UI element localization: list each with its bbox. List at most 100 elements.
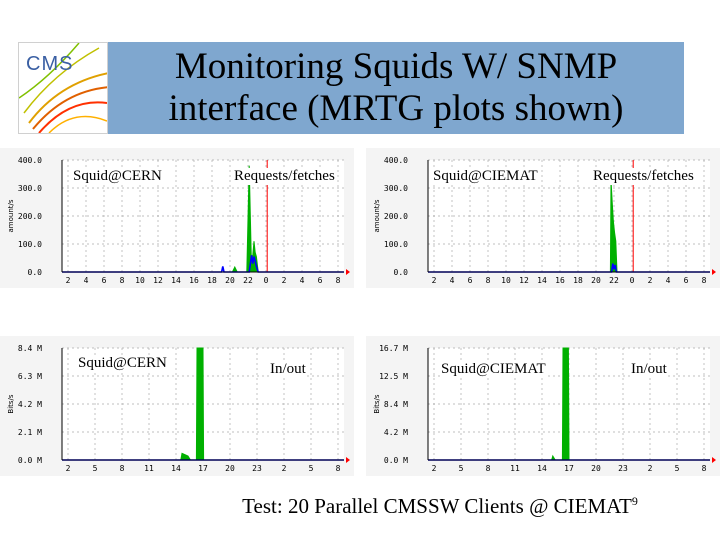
x-tick-label: 23 — [618, 464, 628, 473]
x-tick-label: 5 — [675, 464, 680, 473]
caption-ciemat-inout-left: Squid@CIEMAT — [441, 361, 546, 378]
x-tick-label: 2 — [432, 276, 437, 285]
x-tick-label: 17 — [198, 464, 208, 473]
x-tick-label: 8 — [486, 464, 491, 473]
x-tick-label: 8 — [336, 276, 341, 285]
y-tick-label: 2.1 M — [18, 428, 42, 437]
mrtg-plot-cern-inout: 2 5 8 11 14 17 20 23 2 5 8 0.0 M 2.1 M 4.2 M 6.3 M 8.4 … — [0, 336, 354, 476]
caption-ciemat-requests-right: Requests/fetches — [593, 168, 694, 185]
y-tick-label: 300.0 — [384, 184, 408, 193]
y-tick-label: 8.4 M — [18, 344, 42, 353]
x-tick-label: 18 — [207, 276, 217, 285]
x-tick-label: 5 — [309, 464, 314, 473]
y-tick-label: 100.0 — [18, 240, 42, 249]
y-axis-label: Bits/s — [373, 394, 381, 413]
x-tick-label: 16 — [555, 276, 565, 285]
x-tick-label: 14 — [537, 464, 547, 473]
y-tick-label: 300.0 — [18, 184, 42, 193]
x-tick-label: 2 — [432, 464, 437, 473]
x-tick-label: 6 — [102, 276, 107, 285]
y-tick-label: 0.0 M — [384, 456, 408, 465]
y-tick-label: 12.5 M — [379, 372, 408, 381]
x-tick-label: 12 — [519, 276, 529, 285]
caption-ciemat-requests-left: Squid@CIEMAT — [433, 168, 538, 185]
x-tick-label: 5 — [93, 464, 98, 473]
x-tick-label: 12 — [153, 276, 163, 285]
plot-svg: 2 5 8 11 14 17 20 23 2 5 8 0.0 M 4.2 M 8.4 M 12.5 M 16.… — [366, 336, 720, 476]
y-tick-label: 200.0 — [384, 212, 408, 221]
x-tick-label: 10 — [135, 276, 145, 285]
x-tick-label: 17 — [564, 464, 574, 473]
x-tick-label: 4 — [666, 276, 671, 285]
x-axis-arrow-icon — [346, 269, 350, 275]
x-tick-label: 20 — [225, 464, 235, 473]
y-tick-label: 8.4 M — [384, 400, 408, 409]
y-axis-label: amount/s — [373, 199, 381, 232]
series-line-out — [62, 255, 344, 273]
caption-cern-requests-left: Squid@CERN — [73, 168, 162, 185]
footer-text: Test: 20 Parallel CMSSW Clients @ CIEMAT — [242, 494, 632, 518]
x-tick-label: 6 — [684, 276, 689, 285]
x-tick-label: 14 — [171, 464, 181, 473]
x-axis-arrow-icon — [712, 457, 716, 463]
x-tick-label: 8 — [486, 276, 491, 285]
y-tick-label: 0.0 — [394, 268, 409, 277]
y-tick-label: 0.0 M — [18, 456, 42, 465]
x-tick-label: 0 — [630, 276, 635, 285]
plot-svg: 2 5 8 11 14 17 20 23 2 5 8 0.0 M 2.1 M 4.2 M 6.3 M 8.4 … — [0, 336, 354, 476]
y-axis-label: Bits/s — [7, 394, 15, 413]
x-tick-label: 20 — [591, 276, 601, 285]
caption-cern-inout-right: In/out — [270, 361, 306, 378]
caption-ciemat-inout-right: In/out — [631, 361, 667, 378]
caption-cern-requests-right: Requests/fetches — [234, 168, 335, 185]
logo-text: CMS — [26, 53, 74, 75]
x-tick-label: 5 — [459, 464, 464, 473]
y-axis-label: amount/s — [7, 199, 15, 232]
x-tick-label: 11 — [144, 464, 154, 473]
title-banner: Monitoring Squids W/ SNMP interface (MRT… — [108, 42, 684, 134]
x-tick-label: 18 — [573, 276, 583, 285]
x-axis-arrow-icon — [712, 269, 716, 275]
x-tick-label: 8 — [702, 276, 707, 285]
x-axis-arrow-icon — [346, 457, 350, 463]
y-tick-label: 16.7 M — [379, 344, 408, 353]
x-tick-label: 14 — [171, 276, 181, 285]
cms-detector-logo-icon — [19, 43, 107, 133]
x-tick-label: 8 — [336, 464, 341, 473]
y-tick-label: 4.2 M — [384, 428, 408, 437]
x-tick-label: 20 — [225, 276, 235, 285]
x-tick-label: 4 — [450, 276, 455, 285]
x-tick-label: 23 — [252, 464, 262, 473]
x-tick-label: 2 — [282, 464, 287, 473]
y-tick-label: 4.2 M — [18, 400, 42, 409]
footer-caption: Test: 20 Parallel CMSSW Clients @ CIEMAT… — [0, 494, 720, 519]
x-tick-label: 16 — [189, 276, 199, 285]
x-tick-label: 4 — [300, 276, 305, 285]
page-number: 9 — [631, 494, 638, 508]
x-tick-label: 6 — [318, 276, 323, 285]
title-line-2: interface (MRTG plots shown) — [168, 88, 624, 129]
x-tick-label: 20 — [591, 464, 601, 473]
series-area-in — [550, 347, 570, 461]
x-tick-label: 8 — [120, 276, 125, 285]
x-tick-label: 14 — [537, 276, 547, 285]
x-tick-label: 22 — [243, 276, 253, 285]
page-title: Monitoring Squids W/ SNMP interface (MRT… — [108, 46, 684, 130]
x-tick-label: 22 — [609, 276, 619, 285]
y-tick-label: 0.0 — [28, 268, 43, 277]
x-tick-label: 6 — [468, 276, 473, 285]
x-tick-label: 11 — [510, 464, 520, 473]
x-tick-label: 8 — [120, 464, 125, 473]
title-line-1: Monitoring Squids W/ SNMP — [174, 46, 618, 87]
x-tick-label: 8 — [702, 464, 707, 473]
mrtg-plot-ciemat-inout: 2 5 8 11 14 17 20 23 2 5 8 0.0 M 4.2 M 8.4 M 12.5 M 16.… — [366, 336, 720, 476]
cms-logo: CMS — [18, 42, 108, 134]
x-tick-label: 2 — [648, 276, 653, 285]
y-tick-label: 400.0 — [384, 156, 408, 165]
y-tick-label: 6.3 M — [18, 372, 42, 381]
x-tick-label: 2 — [648, 464, 653, 473]
y-tick-label: 100.0 — [384, 240, 408, 249]
x-tick-label: 2 — [66, 276, 71, 285]
x-tick-label: 10 — [501, 276, 511, 285]
x-tick-label: 2 — [66, 464, 71, 473]
